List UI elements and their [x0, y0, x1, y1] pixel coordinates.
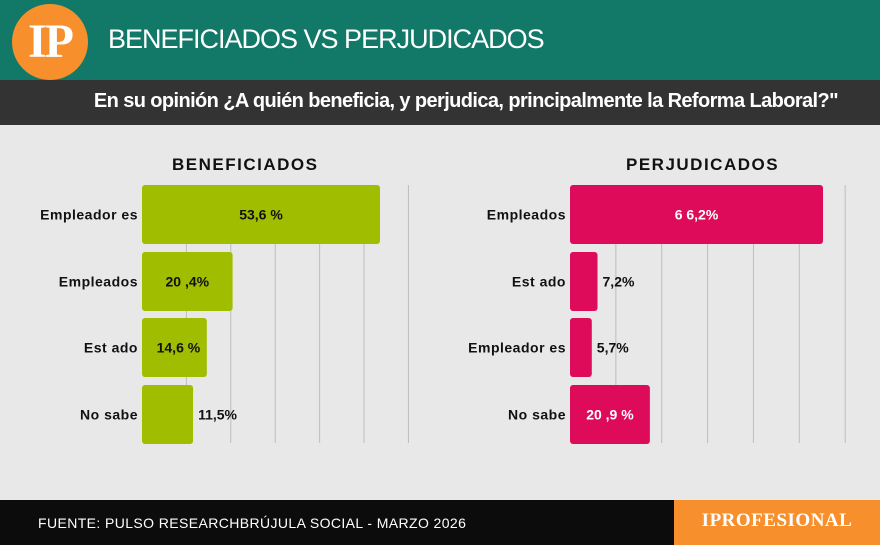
beneficiados-bar — [142, 385, 194, 444]
beneficiados-value-label: 20 ,4% — [165, 274, 209, 290]
perjudicados-value-label: 6 6,2% — [675, 207, 719, 223]
perjudicados-value-label: 7,2% — [603, 274, 635, 290]
perjudicados-bar — [570, 185, 823, 244]
beneficiados-value-label: 53,6 % — [239, 207, 283, 223]
perjudicados-value-label: 5,7% — [597, 340, 629, 356]
perjudicados-title: PERJUDICADOS — [626, 155, 780, 174]
beneficiados-bar — [142, 318, 207, 377]
beneficiados-bar — [142, 185, 380, 244]
beneficiados-title: BENEFICIADOS — [172, 155, 319, 174]
question-bar — [0, 80, 880, 125]
perjudicados-category-label: Est ado — [512, 274, 566, 290]
perjudicados-category-label: Empleador es — [468, 340, 566, 356]
beneficiados-category-label: No sabe — [80, 407, 138, 423]
beneficiados-category-label: Est ado — [84, 340, 138, 356]
survey-question: En su opinión ¿A quién beneficia, y perj… — [93, 90, 839, 112]
beneficiados-value-label: 11,5% — [198, 407, 237, 423]
perjudicados-bar — [570, 318, 592, 377]
header-bar — [0, 0, 880, 80]
source-note: FUENTE: PULSO RESEARCHBRÚJULA SOCIAL - M… — [38, 515, 467, 531]
beneficiados-category-label: Empleados — [59, 274, 138, 290]
perjudicados-category-label: Empleados — [487, 207, 566, 223]
beneficiados-category-label: Empleador es — [40, 207, 138, 223]
beneficiados-value-label: 14,6 % — [157, 340, 201, 356]
iprofesional-logo: IPROFESIONAL — [701, 510, 853, 531]
perjudicados-category-label: No sabe — [508, 407, 566, 423]
page-title: BENEFICIADOS VS PERJUDICADOS — [108, 24, 545, 54]
perjudicados-bar — [570, 385, 650, 444]
ip-logo: IP — [12, 4, 88, 80]
bar-charts: Empleador es 53,6 % Empleados 20 ,4% Est ado… — [40, 185, 846, 444]
brand-box — [674, 500, 880, 545]
perjudicados-bar — [570, 252, 598, 311]
perjudicados-value-label: 20 ,9 % — [586, 407, 634, 423]
beneficiados-bar — [142, 252, 233, 311]
